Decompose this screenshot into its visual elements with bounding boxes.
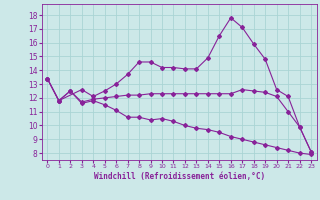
X-axis label: Windchill (Refroidissement éolien,°C): Windchill (Refroidissement éolien,°C): [94, 172, 265, 181]
